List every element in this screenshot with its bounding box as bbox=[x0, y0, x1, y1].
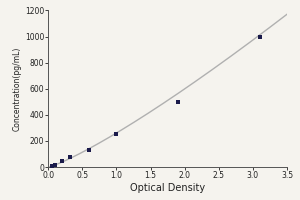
Point bbox=[87, 149, 92, 152]
Point bbox=[53, 163, 58, 166]
Point bbox=[114, 133, 119, 136]
Point bbox=[49, 165, 54, 168]
X-axis label: Optical Density: Optical Density bbox=[130, 183, 205, 193]
Point bbox=[59, 159, 64, 162]
Point bbox=[257, 35, 262, 38]
Point bbox=[68, 155, 73, 158]
Y-axis label: Concentration(pg/mL): Concentration(pg/mL) bbox=[13, 47, 22, 131]
Point bbox=[176, 100, 180, 103]
